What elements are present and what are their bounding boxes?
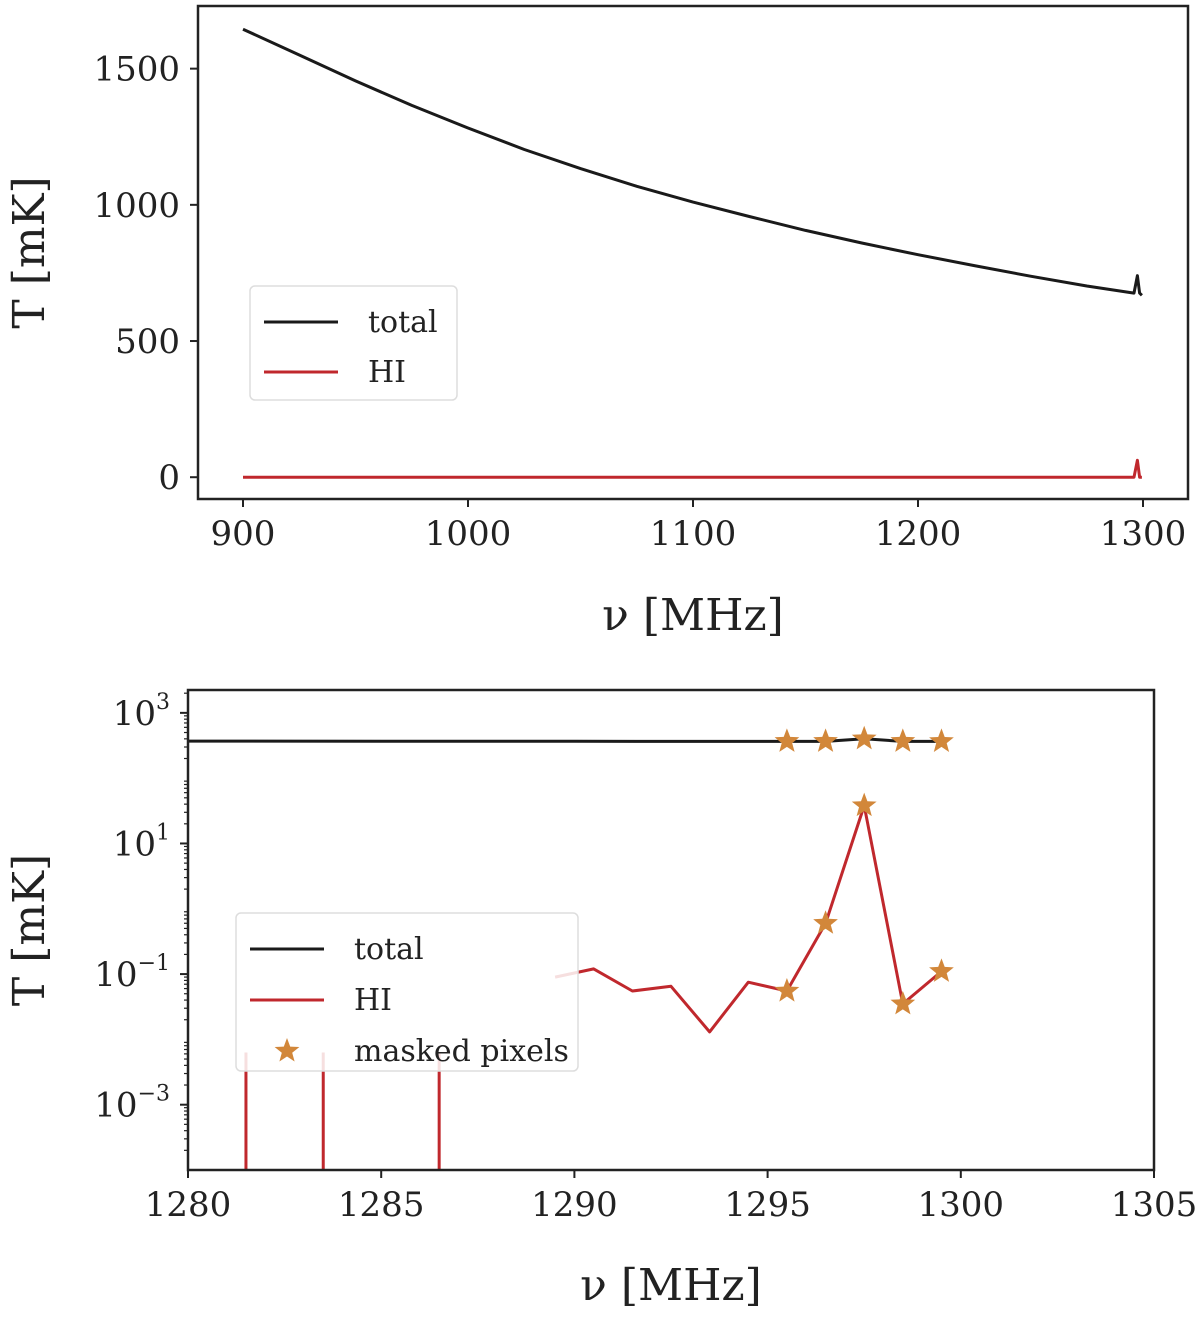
masked-pixel-star-marker (890, 990, 916, 1015)
masked-pixel-star-marker (813, 728, 838, 752)
axes-frame (196, 4, 1190, 501)
masked-pixel-star-marker (851, 792, 877, 817)
x-tick-label: 1200 (875, 514, 962, 554)
masked-pixel-star-marker (929, 728, 954, 752)
x-tick-label: 1000 (425, 514, 512, 554)
log-temperature-chart: 1280 1285 1290 1295 1300 1305 10−3 10−1 101 103 ν … (4, 688, 1198, 1311)
x-tick-label: 1300 (1100, 514, 1187, 554)
legend: total HI masked pixels (235, 912, 579, 1072)
legend-label: HI (354, 983, 392, 1018)
x-tick-label: 1290 (531, 1185, 618, 1225)
legend-label: HI (368, 355, 406, 390)
x-tick-label: 1295 (724, 1185, 811, 1225)
legend-box (249, 285, 458, 401)
x-axis-label: ν [MHz] (580, 1260, 762, 1311)
legend-box (235, 912, 579, 1072)
masked-pixel-star-marker (929, 958, 954, 982)
legend-marker-star (274, 1038, 300, 1062)
y-tick-label: 10−3 (94, 1082, 170, 1126)
series-line-total (242, 27, 1143, 297)
masked-pixel-star-marker (813, 910, 838, 934)
y-tick-label: 0 (158, 458, 180, 498)
legend: total HI (249, 285, 458, 401)
x-tick-label: 1100 (650, 514, 737, 554)
legend-label: total (368, 305, 438, 340)
plot-area (242, 27, 1143, 479)
masked-pixel-star-marker (890, 728, 916, 752)
x-tick-label: 900 (211, 514, 276, 554)
masked-pixel-star-marker (851, 725, 877, 750)
y-tick-label: 1500 (93, 50, 180, 90)
y-axis-label: T [mK] (4, 854, 55, 1006)
y-tick-label: 103 (113, 690, 170, 734)
series-line-hi (243, 458, 1142, 479)
x-tick-label: 1280 (145, 1185, 232, 1225)
legend-label: total (354, 932, 424, 967)
x-axis-label: ν [MHz] (602, 590, 784, 641)
legend-label: masked pixels (354, 1034, 569, 1069)
axes-frame (186, 688, 1156, 1172)
series-line-hi (554, 804, 943, 1034)
masked-pixel-star-marker (774, 728, 800, 752)
x-tick-label: 1300 (918, 1185, 1005, 1225)
masked-pixel-star-marker (774, 978, 800, 1002)
y-tick-label: 1000 (93, 186, 180, 226)
y-axis-label: T [mK] (4, 176, 55, 328)
y-tick-label: 500 (115, 322, 180, 362)
linear-temperature-chart: 900 1000 1100 1200 1300 0 500 1000 1500 ν [MHz] T … (4, 4, 1190, 641)
y-tick-label: 101 (113, 820, 170, 864)
y-tick-label: 10−1 (94, 951, 170, 995)
x-tick-label: 1285 (338, 1185, 425, 1225)
x-tick-label: 1305 (1111, 1185, 1198, 1225)
